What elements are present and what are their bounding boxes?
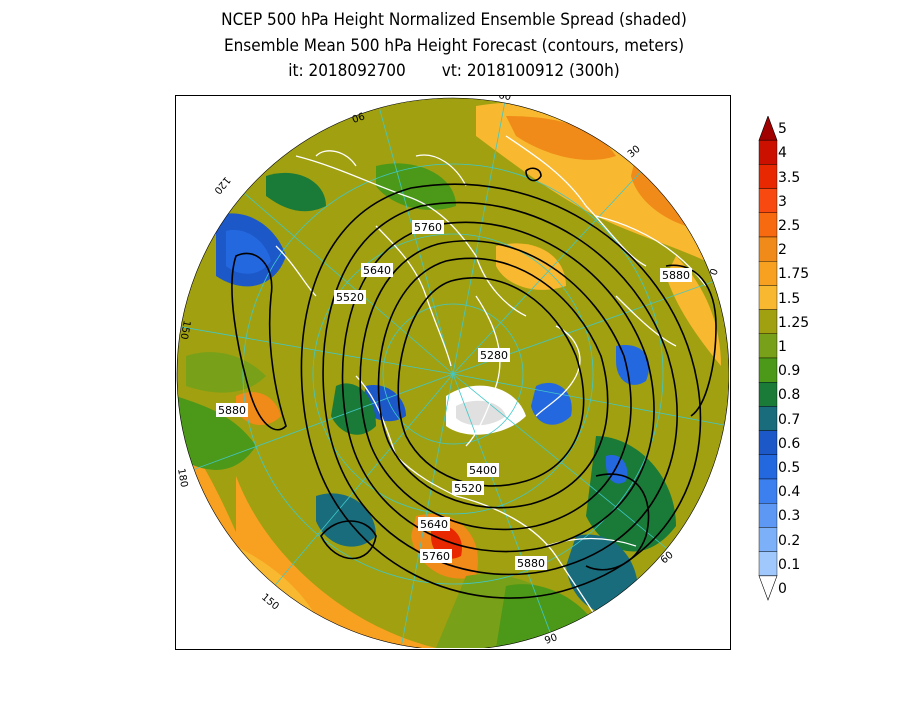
lon-label: 0 <box>708 267 721 277</box>
colorbar-swatch <box>758 188 778 213</box>
lon-label: 30 <box>728 408 729 422</box>
lon-label: 90 <box>350 109 366 124</box>
contour-label: 5640 <box>418 517 450 531</box>
lon-label: 60 <box>497 96 511 103</box>
contour-label: 5400 <box>467 463 499 477</box>
colorbar-swatch <box>758 527 778 552</box>
colorbar-label: 2 <box>778 242 787 259</box>
colorbar-label: 0.6 <box>778 435 801 452</box>
colorbar-label: 3 <box>778 193 787 210</box>
colorbar-label: 1 <box>778 339 787 355</box>
colorbar-swatch <box>758 430 778 456</box>
colorbar-swatch <box>758 285 778 310</box>
colorbar-swatch <box>758 140 778 165</box>
colorbar-swatch <box>758 551 778 577</box>
colorbar-label: 1.5 <box>778 290 801 307</box>
contour-label-text: 5880 <box>662 269 690 282</box>
graticule <box>177 98 729 648</box>
lon-label: 120 <box>211 174 232 196</box>
lon-label: 150 <box>259 592 281 613</box>
colorbar-label: 0.7 <box>778 411 801 428</box>
contour-label-text: 5640 <box>420 518 448 531</box>
title-line-2: Ensemble Mean 500 hPa Height Forecast (c… <box>223 36 685 56</box>
map-frame: 5760 5640 5520 5280 5880 5400 5520 5640 … <box>175 95 731 650</box>
contour-label-text: 5400 <box>469 464 497 477</box>
map-boundary <box>176 97 729 648</box>
lon-label: 30 <box>626 144 643 161</box>
contour-label: 5280 <box>478 348 510 362</box>
colorbar-swatch <box>758 478 778 504</box>
colorbar-label: 0.4 <box>778 484 801 501</box>
contour-label: 5880 <box>216 403 248 417</box>
colorbar-swatch <box>758 236 778 262</box>
colorbar-label: 1.25 <box>778 314 810 331</box>
contour-label: 5520 <box>334 290 366 304</box>
colorbar-swatch <box>758 382 778 407</box>
colorbar-swatch <box>758 309 778 335</box>
contour-label-text: 5520 <box>336 291 364 304</box>
colorbar <box>758 116 778 601</box>
colorbar-swatch <box>758 357 778 383</box>
title-line-3: it: 2018092700 vt: 2018100912 (300h) <box>0 59 908 83</box>
title-line-1: NCEP 500 hPa Height Normalized Ensemble … <box>221 10 687 30</box>
colorbar-swatch <box>758 212 778 238</box>
colorbar-swatch <box>758 164 778 189</box>
colorbar-label: 0.5 <box>778 460 801 476</box>
colorbar-label: 0.9 <box>778 363 801 380</box>
contour-label: 5760 <box>420 549 452 563</box>
colorbar-swatch <box>758 503 778 528</box>
colorbar-label: 4 <box>778 145 787 162</box>
contour-labels: 5760 5640 5520 5280 5880 5400 5520 5640 … <box>216 220 692 570</box>
colorbar-swatch <box>758 333 778 359</box>
contour-label: 5760 <box>412 220 444 234</box>
colorbar-label: 1.75 <box>778 266 810 283</box>
polar-map: 5760 5640 5520 5280 5880 5400 5520 5640 … <box>176 96 729 648</box>
colorbar-bottom-arrow <box>758 575 778 601</box>
contour-label-text: 5280 <box>480 349 508 362</box>
colorbar-label: 0.1 <box>778 556 801 573</box>
contour-label-text: 5880 <box>218 404 246 417</box>
lon-label: 90 <box>543 632 559 647</box>
height-contours <box>231 167 717 599</box>
init-time: it: 2018092700 <box>288 61 406 81</box>
contour-label: 5880 <box>660 268 692 282</box>
contour-label-text: 5640 <box>363 264 391 277</box>
contour-label-text: 5520 <box>454 482 482 495</box>
contour-label: 5520 <box>452 481 484 495</box>
colorbar-label: 0.3 <box>778 508 801 525</box>
colorbar-swatch <box>758 406 778 431</box>
lon-label: 180 <box>176 468 189 489</box>
colorbar-label: 5 <box>778 121 787 138</box>
colorbar-top-arrow <box>758 116 778 141</box>
contour-label-text: 5880 <box>517 557 545 570</box>
colorbar-label: 0 <box>778 581 787 597</box>
contour-label: 5640 <box>361 263 393 277</box>
colorbar-swatch <box>758 260 778 286</box>
contour-label: 5880 <box>515 556 547 570</box>
contour-label-text: 5760 <box>422 550 450 563</box>
colorbar-label: 2.5 <box>778 218 801 234</box>
valid-time: vt: 2018100912 (300h) <box>441 61 620 81</box>
colorbar-label: 0.2 <box>778 532 801 549</box>
colorbar-label: 3.5 <box>778 169 801 186</box>
contour-label-text: 5760 <box>414 221 442 234</box>
colorbar-label: 0.8 <box>778 387 801 404</box>
colorbar-swatch <box>758 454 778 480</box>
lon-label: 150 <box>178 319 192 340</box>
